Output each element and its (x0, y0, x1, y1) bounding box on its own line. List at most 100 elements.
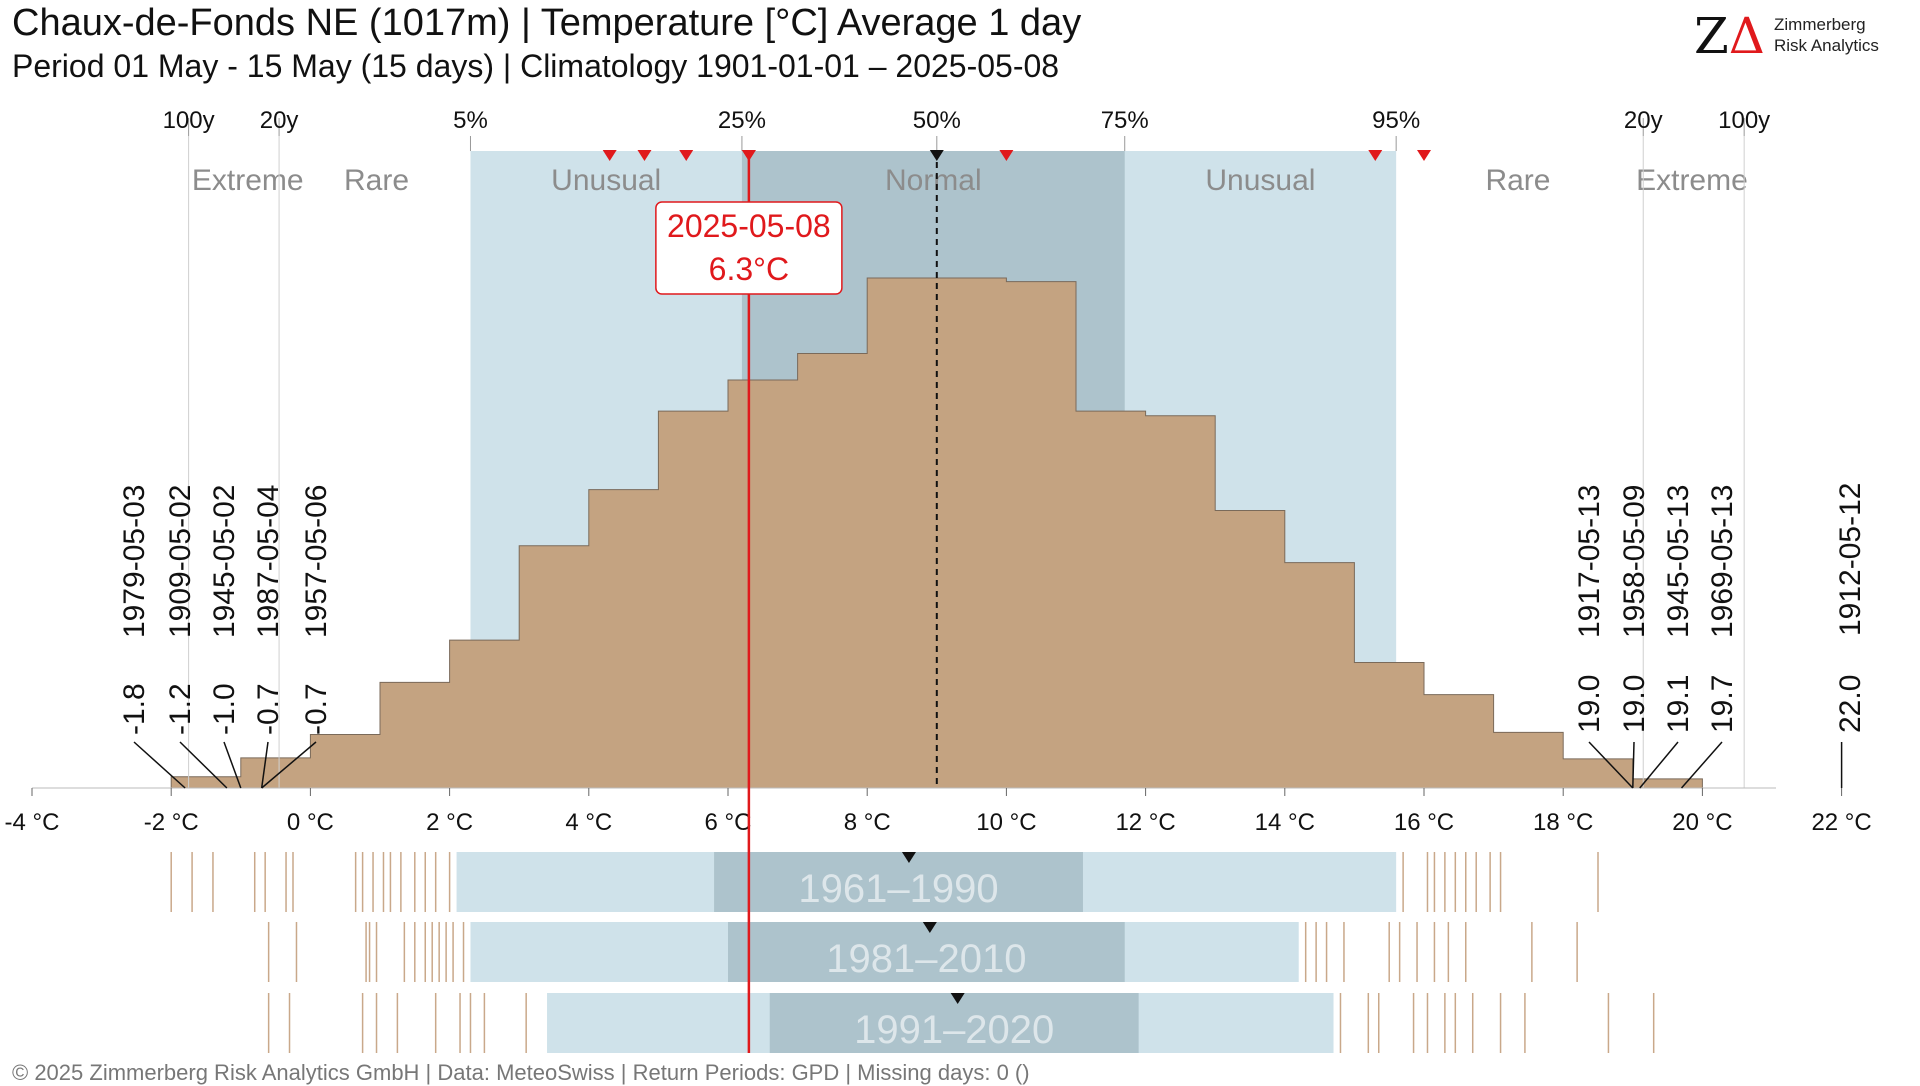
x-tick-label: 2 °C (426, 809, 473, 836)
chart-subtitle: Period 01 May - 15 May (15 days) | Clima… (12, 48, 1060, 84)
x-tick-label: 0 °C (287, 809, 334, 836)
extreme-date-label: 1969-05-13 (1706, 485, 1739, 638)
zone-label: Rare (344, 164, 409, 197)
zone-label: Unusual (1205, 164, 1315, 197)
percentile-label: 5% (453, 107, 488, 134)
extreme-value-label: 19.1 (1662, 675, 1695, 733)
inset-period-label: 1991–2020 (854, 1008, 1054, 1052)
extreme-leader-line (133, 741, 186, 789)
inset-median-marker (922, 922, 937, 933)
extreme-leader-line (261, 741, 317, 789)
x-tick-label: 10 °C (976, 809, 1036, 836)
x-tick-label: 4 °C (565, 809, 612, 836)
recent-day-marker (999, 150, 1014, 161)
return-period-label: 100y (1718, 107, 1770, 134)
inset-period-label: 1981–2010 (826, 937, 1026, 981)
climatology-row: 1961–1990 (170, 852, 1599, 912)
outlier-date-label: 1912-05-12 (1834, 483, 1867, 636)
inset-band-normal (728, 922, 1125, 982)
x-tick-label: 18 °C (1533, 809, 1593, 836)
logo-text: Zimmerberg Risk Analytics (1774, 14, 1879, 56)
extreme-date-label: 1945-05-02 (208, 485, 241, 638)
current-value-label: 6.3°C (709, 251, 789, 287)
logo-z: Z (1694, 7, 1729, 65)
current-value: 2025-05-08 6.3°C (655, 150, 843, 1053)
histogram (170, 277, 1703, 789)
x-tick-label: 20 °C (1672, 809, 1732, 836)
current-value-callout (655, 201, 843, 295)
percentile-label: 50% (913, 107, 961, 134)
extreme-leader-line (179, 741, 228, 789)
extreme-leader-line (223, 741, 242, 789)
extreme-leader-line (1680, 741, 1723, 789)
recent-day-marker (1417, 150, 1431, 161)
extreme-value-label: 19.0 (1618, 675, 1651, 733)
logo-mark: ZΔ (1694, 8, 1765, 64)
extreme-leader-line (1588, 741, 1634, 789)
guides (188, 136, 1745, 788)
top-axis: 100y 20y 20y 100y 5% 25% 50% 75% 95% (163, 107, 1770, 161)
extreme-date-label: 1957-05-06 (300, 485, 333, 638)
x-tick-label: 14 °C (1255, 809, 1315, 836)
extreme-value-label: -0.7 (252, 683, 285, 735)
extreme-date-label: 1979-05-03 (118, 485, 151, 638)
extreme-date-label: 1987-05-04 (252, 485, 285, 638)
inset-band-normal (769, 993, 1139, 1053)
logo-line-1: Zimmerberg (1774, 15, 1866, 34)
climatology-insets: 1961–1990 1981–2010 1991–2020 (170, 852, 1655, 1053)
current-value-marker (741, 150, 756, 161)
extreme-value-label: 19.7 (1706, 675, 1739, 733)
x-axis: -4 °C -2 °C 0 °C 2 °C 4 °C 6 °C 8 °C 10 °C 12 °C… (5, 787, 1872, 836)
extreme-value-label: -1.2 (164, 683, 197, 735)
recent-day-marker (637, 150, 652, 161)
inset-band-normal (714, 852, 1083, 912)
x-tick-label: 16 °C (1394, 809, 1454, 836)
extreme-value-label: -1.0 (208, 683, 241, 735)
x-tick-label: 8 °C (844, 809, 891, 836)
histogram-area (170, 277, 1703, 789)
zone-label: Rare (1485, 164, 1550, 197)
inset-median-marker (950, 993, 965, 1004)
zone-label: Unusual (551, 164, 661, 197)
extreme-date-label: 1945-05-13 (1662, 485, 1695, 638)
extreme-annotations: -1.8 1979-05-03 -1.2 1909-05-02 -1.0 1945-05-… (118, 483, 1867, 789)
percentile-label: 95% (1372, 107, 1420, 134)
logo-line-2: Risk Analytics (1774, 36, 1879, 55)
extreme-date-label: 1909-05-02 (164, 485, 197, 638)
x-tick-label: 6 °C (705, 809, 752, 836)
x-tick-label: 12 °C (1115, 809, 1175, 836)
extreme-date-label: 1917-05-13 (1573, 485, 1606, 638)
extreme-leader-line (1639, 741, 1679, 789)
median-marker (929, 150, 944, 161)
recent-day-marker (679, 150, 694, 161)
outlier-value-label: 22.0 (1834, 675, 1867, 733)
extreme-value-label: -1.8 (118, 683, 151, 735)
x-tick-label: -4 °C (5, 809, 60, 836)
extreme-value-label: -0.7 (300, 683, 333, 735)
recent-day-marker (602, 150, 617, 161)
inset-median-marker (901, 852, 916, 863)
extreme-date-label: 1958-05-09 (1618, 485, 1651, 638)
extreme-leader-line (260, 741, 269, 789)
climatology-row: 1981–2010 (267, 922, 1578, 982)
footer-credits: © 2025 Zimmerberg Risk Analytics GmbH | … (12, 1060, 1030, 1085)
zone-label: Extreme (1636, 164, 1748, 197)
percentile-label: 75% (1101, 107, 1149, 134)
return-period-label: 100y (163, 107, 215, 134)
extreme-value-label: 19.0 (1573, 675, 1606, 733)
x-tick-label: 22 °C (1811, 809, 1871, 836)
zone-labels: Extreme Rare Unusual Normal Unusual Rare Extre… (192, 164, 1748, 197)
return-period-label: 20y (260, 107, 299, 134)
zone-label: Normal (885, 164, 982, 197)
chart-title: Chaux-de-Fonds NE (1017m) | Temperature … (12, 2, 1082, 44)
current-date-label: 2025-05-08 (667, 208, 831, 244)
logo-delta: Δ (1728, 7, 1765, 65)
climatology-row: 1991–2020 (267, 993, 1655, 1053)
percentile-label: 25% (718, 107, 766, 134)
zone-label: Extreme (192, 164, 304, 197)
company-logo: ZΔ Zimmerberg Risk Analytics (1694, 8, 1894, 64)
x-tick-label: -2 °C (144, 809, 199, 836)
recent-day-marker (1368, 150, 1383, 161)
return-period-label: 20y (1624, 107, 1663, 134)
